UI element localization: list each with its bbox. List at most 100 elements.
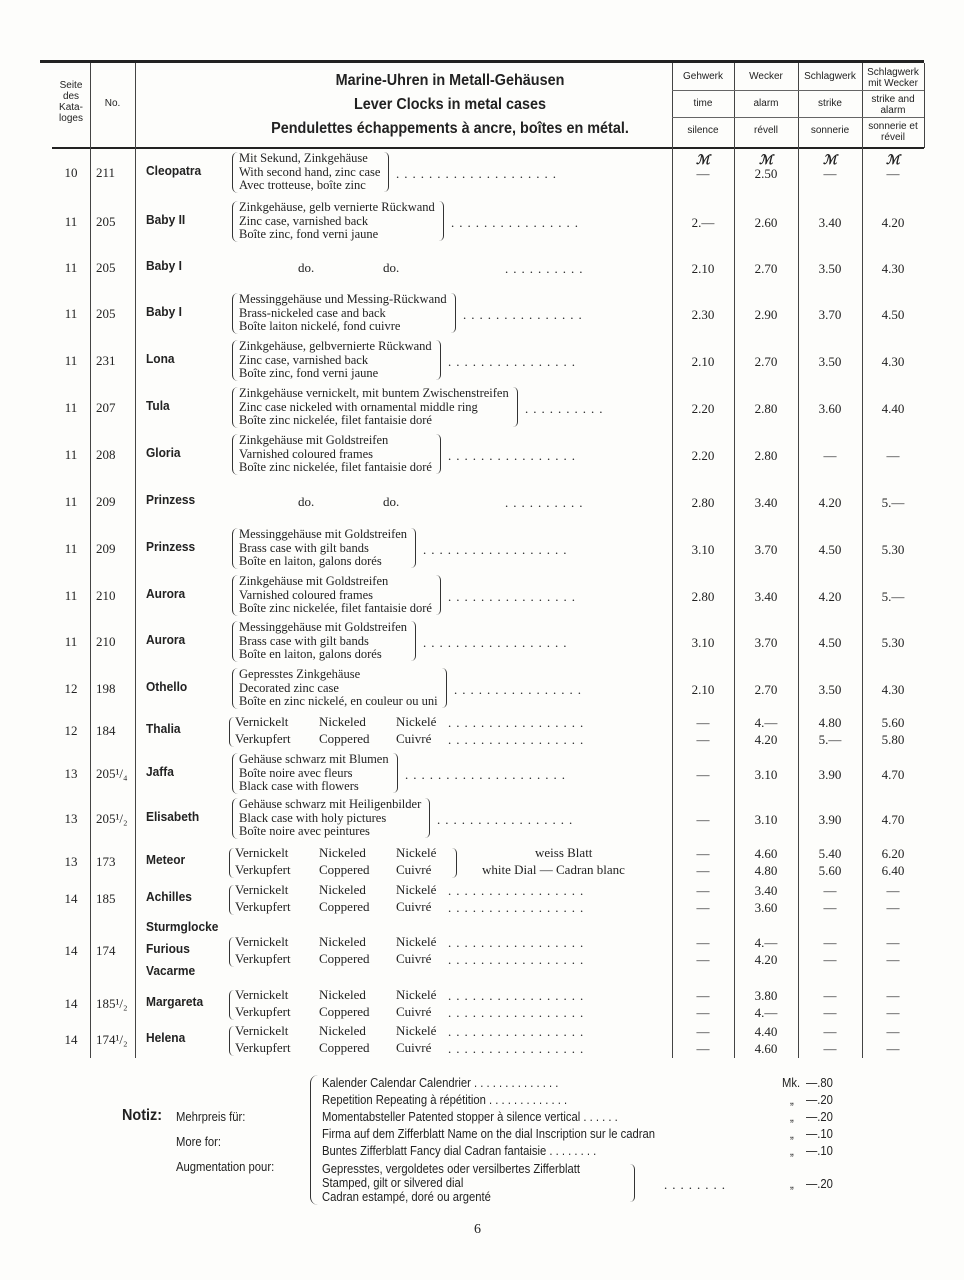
model-number: 210	[96, 588, 116, 603]
description-line: Boîte zinc, fond verni jaune	[239, 227, 379, 241]
finish-en: Nickeled	[319, 714, 366, 729]
dot-leader: .................	[448, 1024, 589, 1039]
description-brace: Messinggehäuse mit Goldstreifen Brass cas…	[232, 620, 407, 662]
finish-en: Nickeled	[319, 1023, 366, 1038]
price: —	[823, 1024, 837, 1039]
price: —	[886, 1041, 900, 1056]
description-line: Zinc case nickeled with ornamental middl…	[239, 399, 478, 414]
price: 3.10	[754, 767, 778, 782]
price: 4.20	[754, 732, 778, 747]
dot-leader: ................	[448, 448, 580, 463]
description-line: Gehäuse schwarz mit Blumen	[239, 752, 389, 766]
model-number: 209	[96, 541, 116, 556]
price: 5.—	[881, 589, 905, 604]
price: 5.40	[818, 846, 842, 861]
model-name: Jaffa	[146, 764, 174, 779]
right-brace	[442, 668, 447, 708]
dot-leader: .................	[448, 883, 589, 898]
surcharge-item: Repetition Repeating à répétition . . . …	[322, 1093, 568, 1107]
right-brace	[411, 528, 416, 568]
description-line: Boîte noire avec fleurs	[239, 765, 353, 780]
dot-leader: ................	[454, 682, 586, 697]
finish-de: Verkupfert	[235, 862, 291, 877]
finish-brace	[229, 1026, 234, 1056]
price: 2.50	[754, 166, 778, 181]
right-brace	[452, 848, 457, 878]
right-brace	[436, 340, 441, 380]
price: 3.50	[818, 261, 842, 276]
description-line: Messinggehäuse mit Goldstreifen	[239, 527, 408, 541]
surcharge-unit: „	[790, 1127, 794, 1141]
description-line: Zinc case, varnished back	[239, 213, 369, 228]
col-divider	[135, 63, 136, 1058]
col-divider	[924, 63, 925, 148]
price: —	[696, 900, 710, 915]
price: 3.60	[754, 900, 778, 915]
price: —	[696, 883, 710, 898]
price: 3.50	[818, 354, 842, 369]
price-col-header-fr: sonnerie et réveil	[868, 121, 918, 143]
label: Kata-	[59, 102, 83, 113]
dot-leader: ..........	[505, 495, 588, 510]
finish-en: Coppered	[319, 1004, 370, 1019]
model-name: Tula	[146, 398, 170, 413]
price: 2.20	[691, 448, 715, 463]
model-name: Vacarme	[146, 963, 196, 978]
price: —	[823, 448, 837, 463]
model-name: Baby II	[146, 212, 186, 227]
surcharge-item: Kalender Calendar Calendrier . . . . . .…	[322, 1076, 559, 1090]
model-number: 205	[96, 260, 116, 275]
description-line: Gepresstes Zinkgehäuse	[239, 667, 361, 681]
col-seite-header: Seite des Kata- loges	[52, 80, 90, 124]
col-divider	[862, 63, 863, 1058]
price: —	[696, 732, 710, 747]
model-name: Baby I	[146, 304, 182, 319]
description-brace: Mit Sekund, Zinkgehäuse With second hand,…	[232, 151, 380, 193]
price: —	[696, 988, 710, 1003]
model-number: 174¹/₂	[96, 1032, 128, 1047]
model-name: Margareta	[146, 994, 204, 1009]
right-brace	[411, 621, 416, 661]
description-line: Zinc case, varnished back	[239, 352, 369, 367]
finish-de: Verkupfert	[235, 1004, 291, 1019]
description-line: Avec trotteuse, boîte zinc	[239, 178, 366, 192]
notes-label-de: Mehrpreis für:	[176, 1110, 246, 1124]
dot-leader: .................	[448, 900, 589, 915]
price: 4.20	[881, 215, 905, 230]
currency-mark: ℳ	[886, 152, 900, 167]
model-name: Cleopatra	[146, 163, 202, 178]
description-line: Boîte en laiton, galons dorés	[239, 554, 382, 568]
catalog-page-number: 11	[64, 400, 78, 415]
finish-en: Coppered	[319, 951, 370, 966]
surcharge-price: —.20	[806, 1177, 833, 1191]
finish-brace	[229, 885, 234, 915]
model-name: Sturmglocke	[146, 919, 219, 934]
dial-surcharge-line: Gepresstes, vergoldetes oder versilberte…	[322, 1162, 581, 1176]
col-divider	[672, 63, 673, 1058]
description-line: Varnished coloured frames	[239, 587, 373, 602]
model-number: 185	[96, 891, 116, 906]
surcharge-price: —.20	[806, 1093, 833, 1107]
surcharge-item: Firma auf dem Zifferblatt Name on the di…	[322, 1127, 656, 1141]
catalog-page-number: 13	[64, 766, 78, 781]
model-name: Helena	[146, 1030, 186, 1045]
model-number: 209	[96, 494, 116, 509]
description-line: Zinkgehäuse vernickelt, mit buntem Zwisc…	[239, 386, 509, 400]
model-number: 205¹/₂	[96, 811, 128, 826]
price: —	[823, 952, 837, 967]
description-line: Brass case with gilt bands	[239, 540, 369, 555]
surcharge-unit: „	[790, 1177, 794, 1191]
finish-de: Vernickelt	[235, 934, 289, 949]
finish-fr: Nickelé	[396, 934, 437, 949]
price: —	[696, 846, 710, 861]
finish-fr: Cuivré	[396, 862, 432, 877]
dot-leader: ........	[664, 1177, 730, 1192]
price-col-header-fr: silence	[687, 125, 719, 136]
model-number: 205	[96, 214, 116, 229]
price: 2.70	[754, 682, 778, 697]
description-brace: Messinggehäuse mit Goldstreifen Brass cas…	[232, 527, 408, 569]
price: —	[696, 812, 710, 827]
price: —	[696, 715, 710, 730]
finish-en: Coppered	[319, 731, 370, 746]
